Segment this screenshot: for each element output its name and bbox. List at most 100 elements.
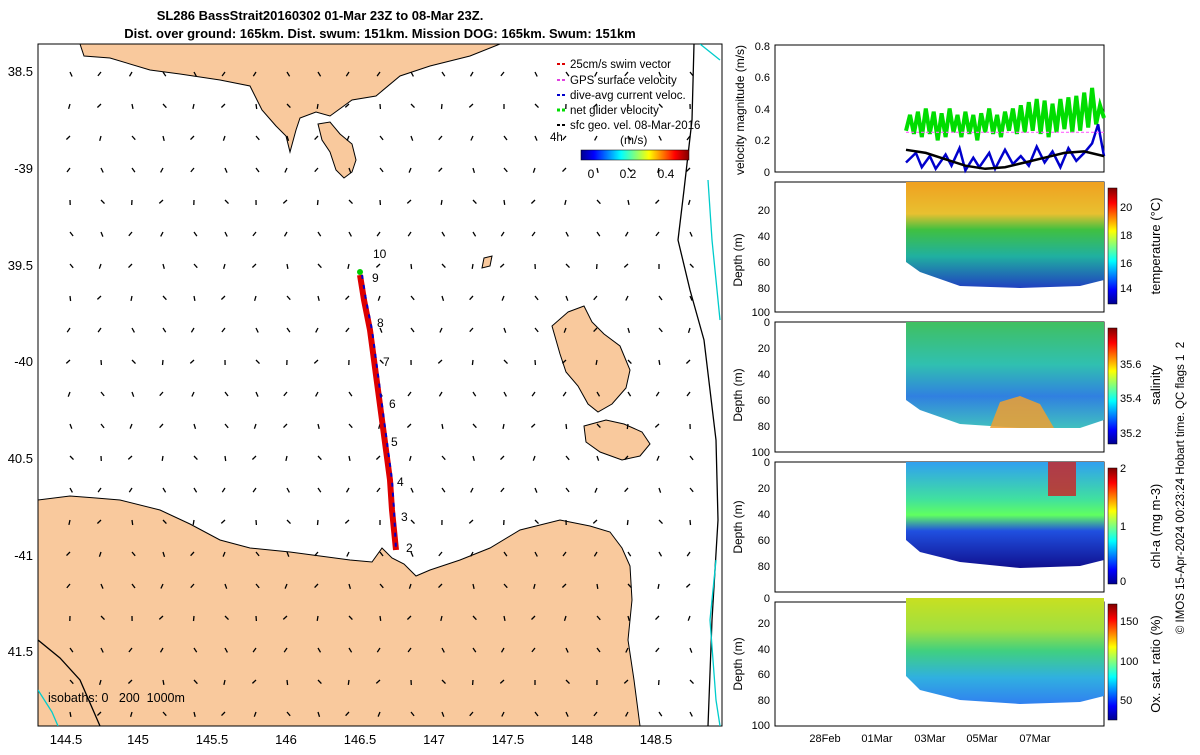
temp-cbar-tick: 18 — [1120, 230, 1132, 242]
track-start-marker — [357, 269, 363, 275]
current-vector-arrow — [318, 520, 319, 525]
current-vector-arrow — [163, 680, 164, 685]
current-vector-arrow — [163, 360, 164, 365]
title-line1: SL286 BassStrait20160302 01-Mar 23Z to 0… — [157, 8, 484, 23]
temp-ytick: 40 — [758, 231, 770, 243]
map-ytick: 40.5 — [8, 451, 33, 466]
oxygen-ylabel: Depth (m) — [731, 637, 745, 690]
current-vector-arrow — [317, 104, 318, 109]
chl-ytick: 0 — [764, 457, 770, 469]
time-tick: 28Feb — [809, 733, 840, 745]
current-vector-arrow — [132, 520, 133, 525]
chla-bloom-patch — [1048, 462, 1076, 496]
current-vector-arrow — [597, 584, 598, 589]
current-vector-arrow — [442, 424, 443, 429]
current-vector-arrow — [566, 424, 567, 429]
ox-ytick: 80 — [758, 695, 770, 707]
chl-cbar-tick: 0 — [1120, 576, 1126, 588]
current-vector-arrow — [225, 456, 226, 461]
current-vector-arrow — [659, 360, 660, 365]
colorbar-label: (m/s) — [620, 133, 647, 147]
ox-cbar-tick: 150 — [1120, 616, 1138, 628]
oxygen-section — [906, 598, 1104, 704]
chl-ytick: 80 — [758, 561, 770, 573]
current-vector-arrow — [348, 680, 349, 685]
map-xtick: 145.5 — [196, 732, 229, 747]
current-vector-arrow — [627, 520, 628, 525]
time-tick: 05Mar — [966, 733, 998, 745]
map-ytick: -41 — [14, 548, 33, 563]
current-vector-arrow — [596, 360, 597, 365]
current-vector-arrow — [194, 296, 195, 301]
current-vector-arrow — [193, 520, 194, 525]
map-ytick: 39.5 — [8, 258, 33, 273]
map-xtick: 146 — [275, 732, 297, 747]
temperature-ylabel: Depth (m) — [731, 233, 745, 286]
temperature-section — [906, 182, 1104, 288]
sal-ytick: 20 — [758, 343, 770, 355]
current-vector-arrow — [317, 616, 318, 621]
current-vector-arrow — [70, 712, 71, 717]
speed-colorbar — [581, 150, 689, 160]
map-ytick: 38.5 — [8, 64, 33, 79]
oxygen-colorbar — [1108, 604, 1117, 720]
sal-ytick: 60 — [758, 395, 770, 407]
current-vector-arrow — [162, 456, 163, 461]
time-tick: 01Mar — [861, 733, 893, 745]
time-axis: 28Feb 01Mar 03Mar 05Mar 07Mar — [809, 733, 1051, 745]
ox-ytick: 20 — [758, 618, 770, 630]
track-label-10: 10 — [373, 247, 387, 261]
colorbar-tick: 0 — [588, 167, 595, 181]
legend-dive-avg: dive-avg current veloc. — [570, 90, 686, 102]
map-xtick: 148 — [571, 732, 593, 747]
chl-ytick: 60 — [758, 535, 770, 547]
map-ytick: -40 — [14, 354, 33, 369]
sal-ytick: 0 — [764, 317, 770, 329]
current-vector-arrow — [318, 200, 319, 205]
map-panel: 10 9 8 7 6 5 4 3 2 144.5 145 145.5 146 1… — [8, 44, 722, 747]
legend-swim-vector: 25cm/s swim vector — [570, 59, 671, 71]
vel-ytick: 0 — [764, 167, 770, 179]
sal-ytick: 80 — [758, 421, 770, 433]
map-xtick: 145 — [127, 732, 149, 747]
colorbar-tick: 0.4 — [658, 167, 675, 181]
ox-ytick: 100 — [752, 720, 770, 732]
vel-ytick: 0.8 — [755, 41, 770, 53]
chl-ytick: 20 — [758, 483, 770, 495]
velocity-panel: velocity magnitude (m/s) 0 0.2 0.4 0.6 0… — [733, 41, 1104, 179]
temp-cbar-tick: 14 — [1120, 283, 1132, 295]
map-xtick: 148.5 — [640, 732, 673, 747]
current-vector-arrow — [256, 104, 257, 109]
temperature-colorbar — [1108, 188, 1117, 304]
track-label-4: 4 — [397, 475, 404, 489]
current-vector-arrow — [690, 520, 691, 525]
chla-cbar-label: chl-a (mg m-3) — [1148, 484, 1163, 569]
track-label-7: 7 — [383, 355, 390, 369]
current-vector-arrow — [194, 616, 195, 621]
legend-net-glider: net glider velocity — [570, 105, 659, 117]
temp-cbar-tick: 16 — [1120, 258, 1132, 270]
current-vector-arrow — [70, 296, 71, 301]
chla-colorbar — [1108, 468, 1117, 584]
track-label-6: 6 — [389, 397, 396, 411]
ox-ytick: 60 — [758, 669, 770, 681]
temp-ytick: 20 — [758, 205, 770, 217]
chla-ylabel: Depth (m) — [731, 500, 745, 553]
track-label-2: 2 — [406, 541, 413, 555]
map-xtick: 147.5 — [492, 732, 525, 747]
current-vector-arrow — [411, 264, 412, 269]
map-ytick: -39 — [14, 161, 33, 176]
track-label-9: 9 — [372, 271, 379, 285]
section-panels: temperature (°C) Depth (m) 20 40 60 80 1… — [731, 182, 1163, 732]
ox-ytick: 0 — [764, 593, 770, 605]
salinity-colorbar — [1108, 328, 1117, 444]
track-label-3: 3 — [401, 510, 408, 524]
map-ytick: 41.5 — [8, 644, 33, 659]
vel-ytick: 0.6 — [755, 72, 770, 84]
current-vector-arrow — [472, 360, 473, 365]
ox-cbar-tick: 50 — [1120, 695, 1132, 707]
salinity-ylabel: Depth (m) — [731, 368, 745, 421]
chl-ytick: 40 — [758, 509, 770, 521]
